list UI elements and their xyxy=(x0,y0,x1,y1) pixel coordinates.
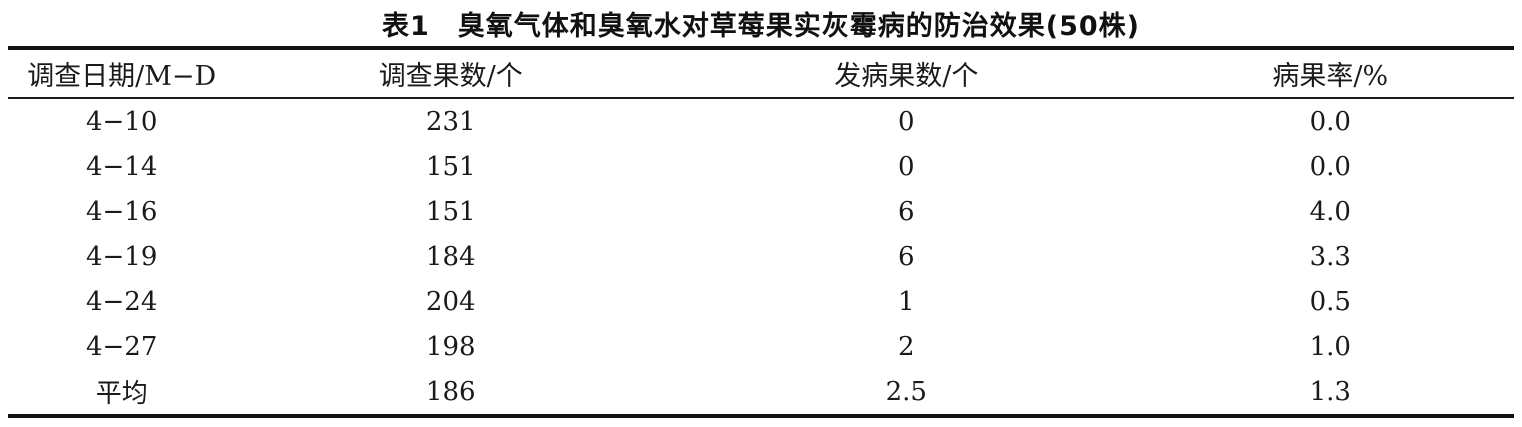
table-header-row: 调查日期/M−D 调查果数/个 发病果数/个 病果率/% xyxy=(8,48,1514,99)
table-row: 4−16 151 6 4.0 xyxy=(8,189,1514,234)
col-header-surveyed-fruits: 调查果数/个 xyxy=(235,48,667,99)
table-cell: 0.0 xyxy=(1309,151,1351,182)
table-cell: 4−19 xyxy=(85,241,158,272)
table-cell: 186 xyxy=(425,376,476,407)
table-cell: 0 xyxy=(898,151,915,182)
table-cell: 1.0 xyxy=(1309,331,1351,362)
table-cell: 151 xyxy=(425,196,476,227)
table-cell: 0 xyxy=(898,106,915,137)
table-cell: 4−27 xyxy=(85,331,158,362)
table-cell: 184 xyxy=(425,241,476,272)
table-cell: 0.0 xyxy=(1309,106,1351,137)
table-cell: 1 xyxy=(898,286,915,317)
table-cell: 4−10 xyxy=(85,106,158,137)
table-cell: 6 xyxy=(898,241,915,272)
table-cell: 4−14 xyxy=(85,151,158,182)
table-cell: 0.5 xyxy=(1309,286,1351,317)
table-caption: 表1 臭氧气体和臭氧水对草莓果实灰霉病的防治效果(50株) xyxy=(381,10,1141,42)
table-cell: 204 xyxy=(425,286,476,317)
table-cell: 231 xyxy=(425,106,476,137)
table-cell: 6 xyxy=(898,196,915,227)
table-cell: 4−24 xyxy=(85,286,158,317)
table-row: 4−10 231 0 0.0 xyxy=(8,98,1514,144)
col-header-survey-date: 调查日期/M−D xyxy=(8,48,236,99)
table-row: 4−14 151 0 0.0 xyxy=(8,144,1514,189)
table-cell: 2.5 xyxy=(885,376,927,407)
table-cell: 4.0 xyxy=(1309,196,1351,227)
table-cell: 1.3 xyxy=(1309,376,1351,407)
table-cell: 2 xyxy=(898,331,915,362)
col-header-diseased-fruits: 发病果数/个 xyxy=(666,48,1147,99)
col-header-disease-rate: 病果率/% xyxy=(1146,48,1514,99)
data-table: 调查日期/M−D 调查果数/个 发病果数/个 病果率/% 4−10 231 0 … xyxy=(8,46,1514,418)
table-row: 4−24 204 1 0.5 xyxy=(8,279,1514,324)
table-cell: 平均 xyxy=(95,379,148,409)
table-row-average: 平均 186 2.5 1.3 xyxy=(8,369,1514,416)
table-row: 4−19 184 6 3.3 xyxy=(8,234,1514,279)
table-cell: 4−16 xyxy=(85,196,158,227)
table-row: 4−27 198 2 1.0 xyxy=(8,324,1514,369)
table-cell: 151 xyxy=(425,151,476,182)
table-cell: 3.3 xyxy=(1309,241,1351,272)
table-cell: 198 xyxy=(425,331,476,362)
